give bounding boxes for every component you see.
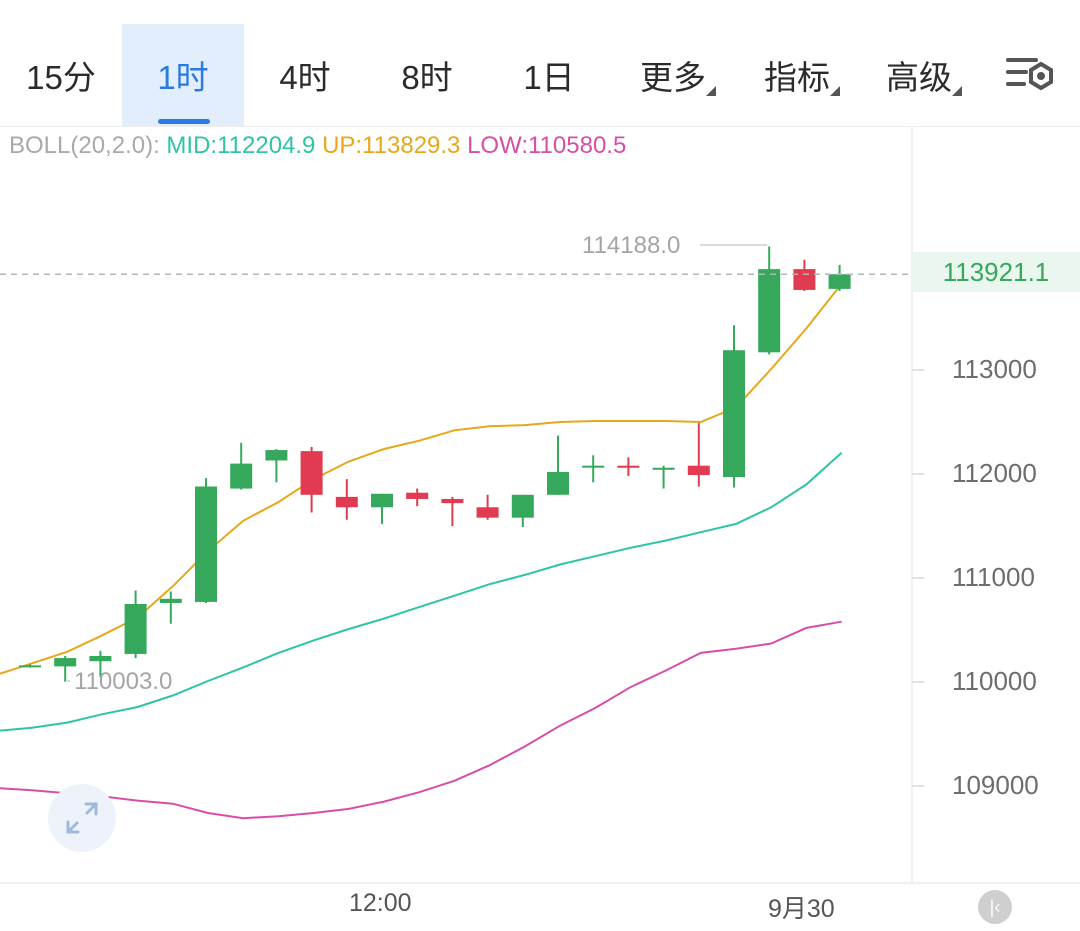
candle-body (124, 604, 147, 654)
candle-body (652, 467, 675, 470)
y-axis-label: 111000 (952, 562, 1035, 592)
boll-lower-line (0, 620, 842, 820)
candle-body (54, 658, 77, 667)
tab-4h[interactable]: 4时 (244, 24, 366, 126)
tab-label: 8时 (401, 59, 453, 96)
chevron-left-bar-icon: |‹ (989, 896, 1001, 917)
candle-body (371, 493, 393, 508)
tab-label: 15分 (26, 59, 96, 96)
candle-body (582, 465, 605, 468)
candle-body (159, 598, 182, 603)
chart-settings-button[interactable] (1000, 50, 1058, 100)
tab-label: 指标 (764, 59, 830, 96)
candle-body (687, 465, 710, 476)
candle-body (335, 496, 358, 508)
candles (19, 246, 851, 682)
x-axis-label: 12:00 (349, 889, 412, 917)
candle-body (723, 350, 745, 478)
tab-15m[interactable]: 15分 (0, 24, 122, 126)
boll-legend: BOLL(20,2.0): MID:112204.9 UP:113829.3 L… (9, 132, 626, 160)
timeframe-tabs: 15分 1时 4时 8时 1日 更多 指标 高级 (0, 0, 1080, 127)
y-axis-label: 112000 (952, 458, 1037, 488)
candle-body (406, 492, 429, 499)
candle-body (19, 665, 41, 668)
x-axis-label: 9月30 (768, 895, 835, 923)
candle-body (617, 465, 640, 468)
low-price-label: 110003.0 (74, 668, 173, 695)
tab-more[interactable]: 更多 (612, 24, 734, 126)
dropdown-triangle-icon (830, 86, 840, 96)
y-axis-label: 109000 (952, 770, 1039, 800)
tab-label: 更多 (640, 59, 706, 96)
scroll-to-start-button[interactable]: |‹ (978, 890, 1012, 924)
boll-mid-value: MID:112204.9 (166, 132, 316, 159)
y-axis-label: 113000 (952, 354, 1037, 384)
expand-arrows-icon (66, 802, 98, 834)
boll-mid-line (0, 451, 843, 732)
tab-label: 高级 (886, 59, 952, 96)
dropdown-triangle-icon (706, 86, 716, 96)
tab-1d[interactable]: 1日 (488, 24, 610, 126)
tab-label: 1时 (157, 59, 209, 96)
candle-body (547, 471, 569, 495)
boll-upper-value: UP:113829.3 (322, 132, 461, 159)
tab-8h[interactable]: 8时 (366, 24, 488, 126)
candle-body (300, 451, 323, 495)
active-tab-underline (158, 119, 210, 124)
tab-label: 4时 (279, 59, 331, 96)
tab-indicators[interactable]: 指标 (736, 24, 858, 126)
candle-body (230, 463, 253, 489)
candlestick-chart[interactable] (0, 126, 1080, 931)
candle-body (195, 486, 217, 602)
high-price-label: 114188.0 (582, 232, 681, 259)
candle-body (828, 274, 851, 289)
y-axis-label: 110000 (952, 666, 1037, 696)
tab-1h[interactable]: 1时 (122, 24, 244, 126)
boll-lower-value: LOW:110580.5 (467, 132, 627, 159)
candle-body (476, 507, 499, 518)
candle-body (758, 269, 781, 353)
candle-body (265, 450, 288, 461)
candle-body (89, 656, 112, 662)
candle-body (441, 498, 464, 504)
tab-advanced[interactable]: 高级 (858, 24, 980, 126)
current-price-tag: 113921.1 (912, 252, 1080, 292)
candle-body (511, 494, 534, 518)
expand-chart-button[interactable] (48, 784, 116, 852)
boll-bands (0, 283, 843, 820)
candle-body (793, 269, 816, 290)
tab-label: 1日 (523, 59, 575, 96)
y-axis-ticks (912, 369, 924, 787)
price-overlay (0, 244, 912, 682)
chart-settings-icon (1006, 58, 1053, 91)
dropdown-triangle-icon (952, 86, 962, 96)
boll-label: BOLL(20,2.0): (9, 132, 160, 159)
